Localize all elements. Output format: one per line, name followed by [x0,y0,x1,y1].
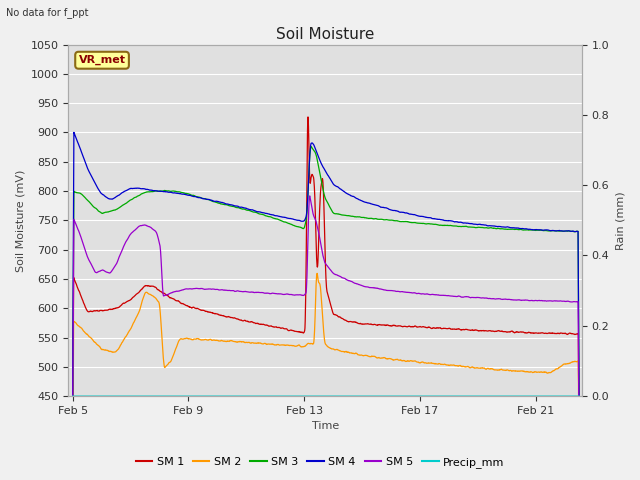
Y-axis label: Rain (mm): Rain (mm) [615,191,625,250]
Text: VR_met: VR_met [79,55,125,65]
Legend: SM 1, SM 2, SM 3, SM 4, SM 5, Precip_mm: SM 1, SM 2, SM 3, SM 4, SM 5, Precip_mm [131,452,509,472]
Title: Soil Moisture: Soil Moisture [276,27,374,42]
Y-axis label: Soil Moisture (mV): Soil Moisture (mV) [15,169,25,272]
Text: No data for f_ppt: No data for f_ppt [6,7,89,18]
X-axis label: Time: Time [312,421,339,432]
